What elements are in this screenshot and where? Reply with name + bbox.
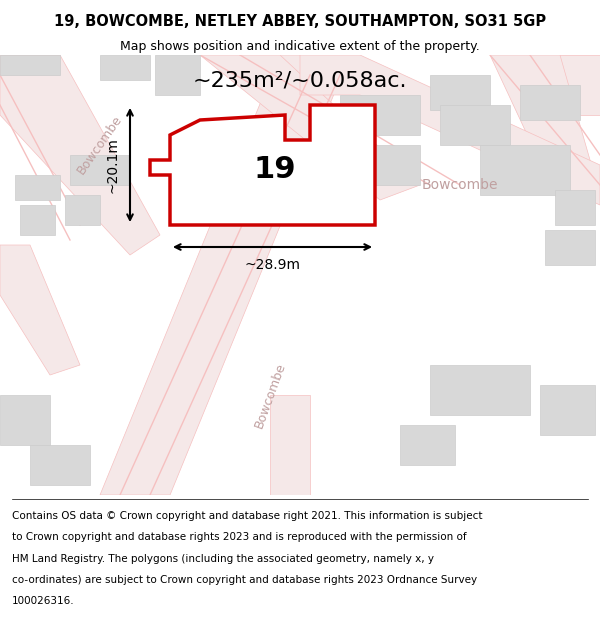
Text: co-ordinates) are subject to Crown copyright and database rights 2023 Ordnance S: co-ordinates) are subject to Crown copyr… xyxy=(12,575,477,585)
Polygon shape xyxy=(150,105,375,225)
Polygon shape xyxy=(270,395,310,495)
Text: HM Land Registry. The polygons (including the associated geometry, namely x, y: HM Land Registry. The polygons (includin… xyxy=(12,554,434,564)
Text: 19: 19 xyxy=(254,156,296,184)
Polygon shape xyxy=(540,385,595,435)
Polygon shape xyxy=(155,55,200,95)
Text: to Crown copyright and database rights 2023 and is reproduced with the permissio: to Crown copyright and database rights 2… xyxy=(12,532,467,542)
Text: 100026316.: 100026316. xyxy=(12,596,74,606)
Polygon shape xyxy=(70,155,130,185)
Polygon shape xyxy=(430,75,490,110)
Text: Contains OS data © Crown copyright and database right 2021. This information is : Contains OS data © Crown copyright and d… xyxy=(12,511,482,521)
Polygon shape xyxy=(0,245,80,375)
Polygon shape xyxy=(30,445,90,485)
Text: ~235m²/~0.058ac.: ~235m²/~0.058ac. xyxy=(193,70,407,90)
Polygon shape xyxy=(520,85,580,120)
Polygon shape xyxy=(100,55,150,80)
Polygon shape xyxy=(550,55,600,115)
Polygon shape xyxy=(0,55,160,255)
Polygon shape xyxy=(200,55,420,200)
Polygon shape xyxy=(545,230,595,265)
Polygon shape xyxy=(480,145,570,195)
Polygon shape xyxy=(350,145,420,185)
Polygon shape xyxy=(340,95,420,135)
Polygon shape xyxy=(300,55,600,205)
Text: Map shows position and indicative extent of the property.: Map shows position and indicative extent… xyxy=(120,39,480,52)
Polygon shape xyxy=(440,105,510,145)
Polygon shape xyxy=(15,175,60,200)
Polygon shape xyxy=(555,190,595,225)
Text: Bowcombe: Bowcombe xyxy=(422,178,498,192)
Text: ~20.1m: ~20.1m xyxy=(105,137,119,193)
Polygon shape xyxy=(430,365,530,415)
Text: Bowcombe: Bowcombe xyxy=(252,361,288,429)
Polygon shape xyxy=(0,395,50,445)
Polygon shape xyxy=(20,205,55,235)
Text: ~28.9m: ~28.9m xyxy=(245,258,301,272)
Text: Bowcombe: Bowcombe xyxy=(75,113,125,177)
Polygon shape xyxy=(100,55,350,495)
Polygon shape xyxy=(400,425,455,465)
Polygon shape xyxy=(490,55,600,205)
Polygon shape xyxy=(65,195,100,225)
Polygon shape xyxy=(0,55,60,75)
Text: 19, BOWCOMBE, NETLEY ABBEY, SOUTHAMPTON, SO31 5GP: 19, BOWCOMBE, NETLEY ABBEY, SOUTHAMPTON,… xyxy=(54,14,546,29)
